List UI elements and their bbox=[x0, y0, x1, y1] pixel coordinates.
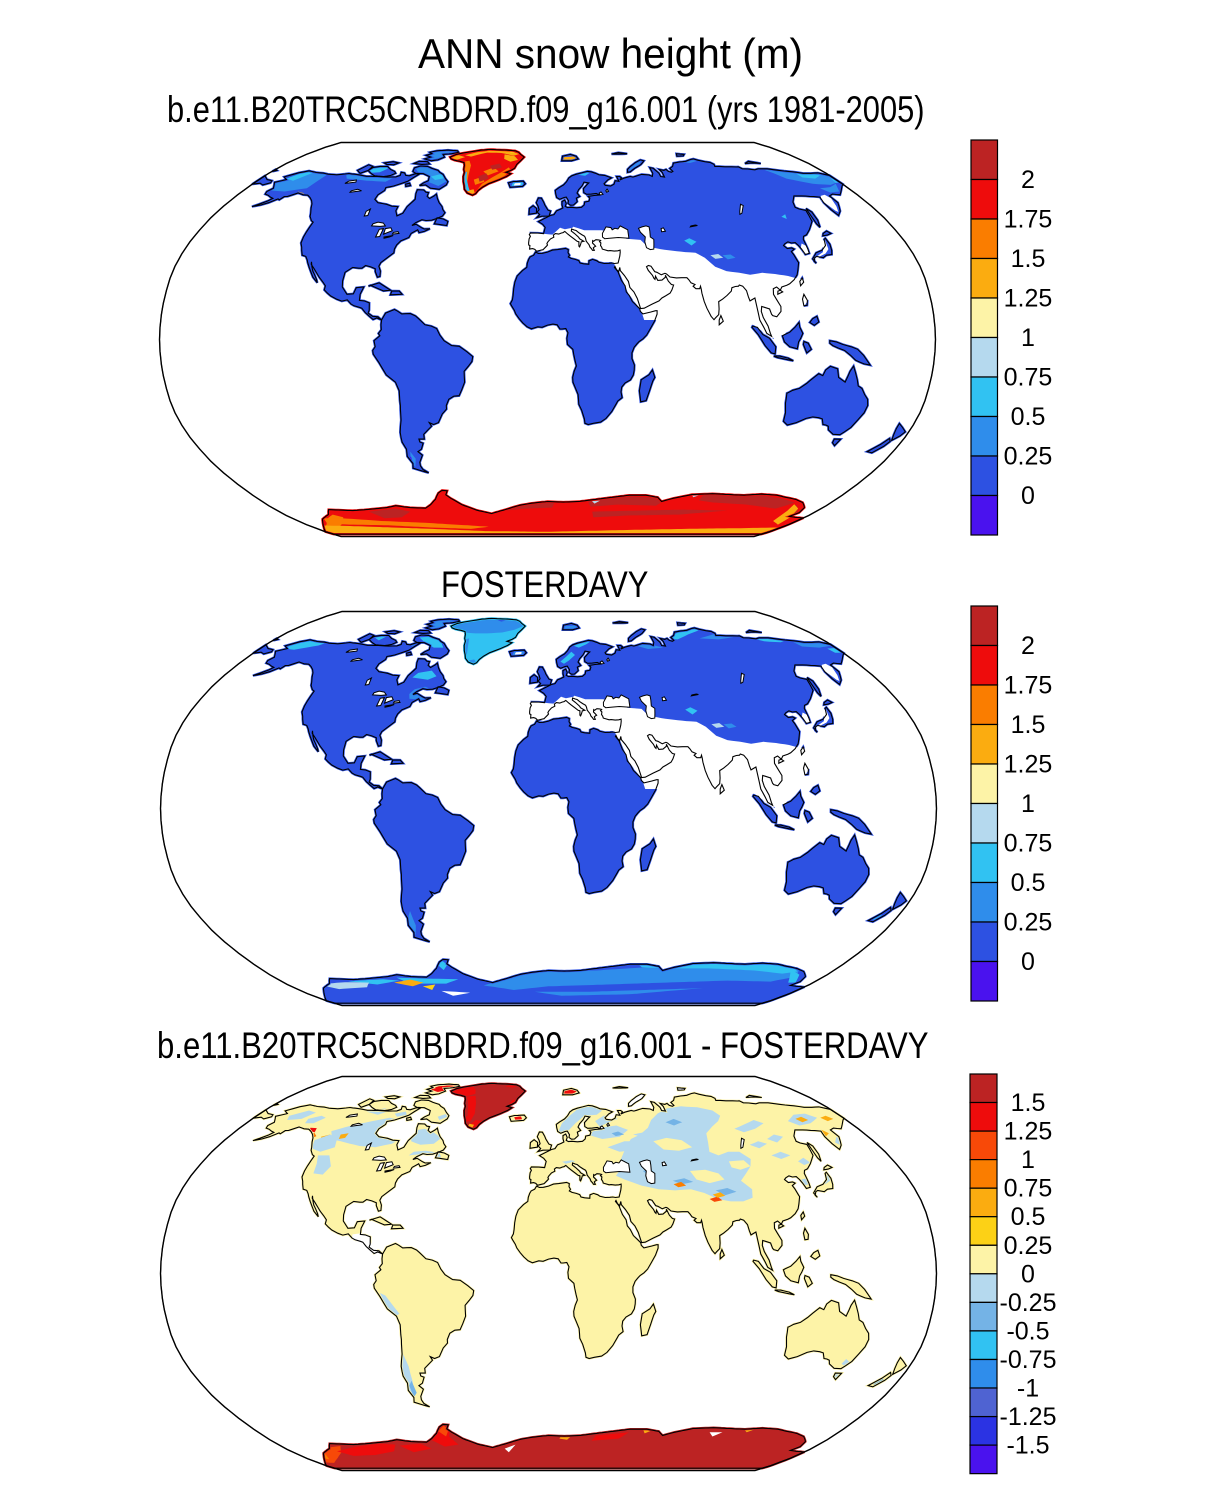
svg-text:0: 0 bbox=[1021, 948, 1035, 976]
svg-text:-1.25: -1.25 bbox=[1000, 1403, 1057, 1431]
svg-text:0.75: 0.75 bbox=[1004, 1175, 1053, 1203]
svg-text:0.25: 0.25 bbox=[1004, 443, 1053, 471]
svg-text:1.25: 1.25 bbox=[1004, 1118, 1053, 1146]
svg-text:-0.25: -0.25 bbox=[1000, 1289, 1057, 1317]
svg-text:1.75: 1.75 bbox=[1004, 206, 1053, 234]
svg-text:-0.5: -0.5 bbox=[1006, 1318, 1049, 1346]
svg-text:0.75: 0.75 bbox=[1004, 830, 1053, 858]
svg-text:1: 1 bbox=[1021, 1146, 1035, 1174]
svg-text:0.5: 0.5 bbox=[1011, 403, 1046, 431]
svg-text:0.5: 0.5 bbox=[1011, 869, 1046, 897]
svg-text:1.25: 1.25 bbox=[1004, 751, 1053, 779]
svg-text:-1.5: -1.5 bbox=[1006, 1432, 1049, 1460]
svg-text:0: 0 bbox=[1021, 1260, 1035, 1288]
svg-text:2: 2 bbox=[1021, 632, 1035, 660]
svg-text:1.5: 1.5 bbox=[1011, 711, 1046, 739]
svg-text:1.5: 1.5 bbox=[1011, 1089, 1046, 1117]
svg-text:0.25: 0.25 bbox=[1004, 1232, 1053, 1260]
svg-text:0.5: 0.5 bbox=[1011, 1203, 1046, 1231]
svg-text:2: 2 bbox=[1021, 166, 1035, 194]
svg-text:0: 0 bbox=[1021, 482, 1035, 510]
svg-text:1.5: 1.5 bbox=[1011, 245, 1046, 273]
svg-text:1.25: 1.25 bbox=[1004, 285, 1053, 313]
svg-text:-0.75: -0.75 bbox=[1000, 1346, 1057, 1374]
svg-text:1.75: 1.75 bbox=[1004, 672, 1053, 700]
svg-text:0.25: 0.25 bbox=[1004, 909, 1053, 937]
svg-text:1: 1 bbox=[1021, 790, 1035, 818]
svg-text:-1: -1 bbox=[1017, 1375, 1039, 1403]
svg-text:0.75: 0.75 bbox=[1004, 364, 1053, 392]
svg-text:1: 1 bbox=[1021, 324, 1035, 352]
